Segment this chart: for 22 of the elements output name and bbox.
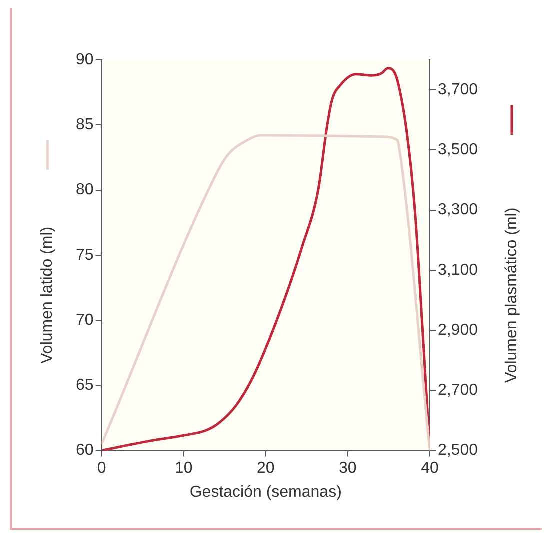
y2-tick-label: 3,100 [438, 262, 478, 279]
y2-tick-label: 3,500 [438, 142, 478, 159]
y-tick-label: 75 [76, 246, 94, 264]
y-tick-label: 80 [76, 182, 94, 199]
y2-tick-label: 3,300 [438, 202, 478, 219]
x-axis-title: Gestación (semanas) [190, 484, 342, 502]
y-tick-label: 65 [76, 377, 94, 394]
x-tick-label: 20 [256, 460, 275, 477]
y-tick-label: 70 [76, 312, 94, 329]
x-tick-label: 30 [339, 460, 357, 477]
x-tick-label: 40 [421, 460, 439, 477]
y-axis-title: Volumen latido (ml) [39, 226, 56, 364]
y2-tick-label: 3,700 [438, 81, 478, 98]
x-tick-label: 0 [97, 460, 106, 477]
y2-tick-label: 2,500 [438, 442, 478, 460]
y2-axis-title: Volumen plasmático (ml) [503, 208, 520, 383]
y-tick-label: 60 [76, 442, 94, 460]
y2-tick-label: 2,700 [438, 382, 478, 400]
y2-tick-label: 2,900 [438, 322, 478, 339]
y-tick-label: 90 [76, 51, 94, 68]
y-tick-label: 85 [76, 116, 94, 134]
x-tick-label: 10 [174, 460, 193, 477]
